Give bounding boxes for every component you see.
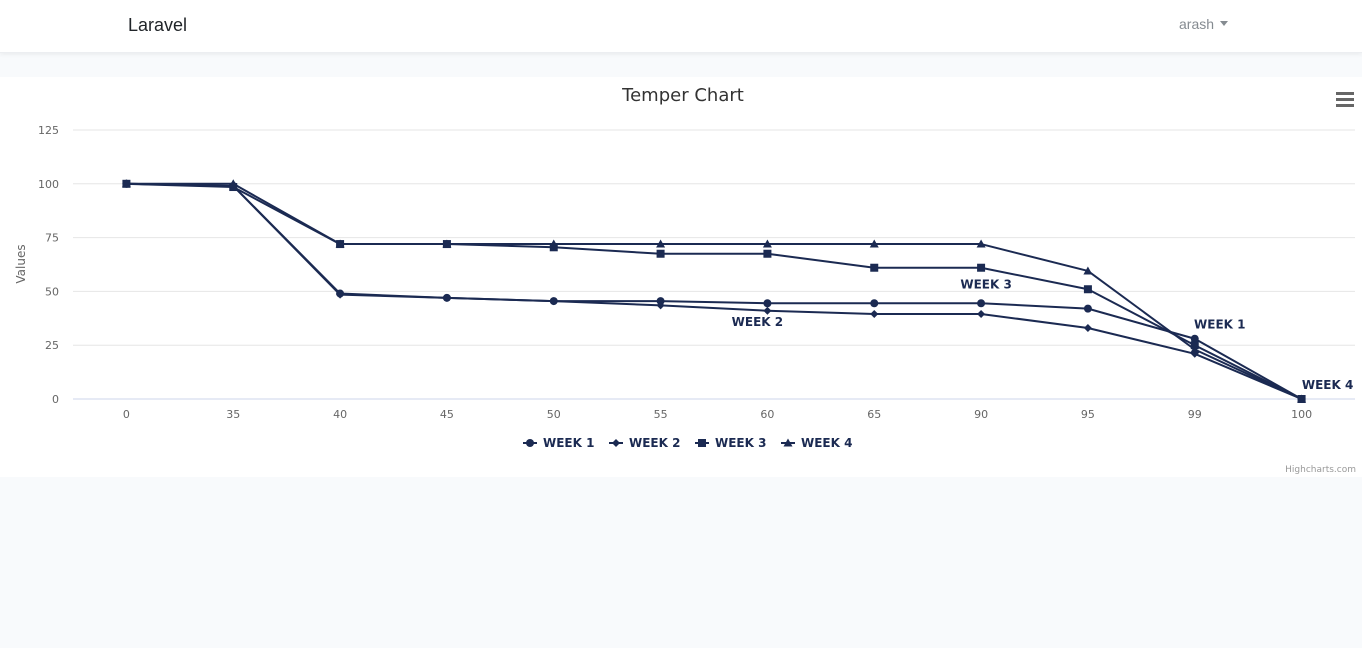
data-point xyxy=(1083,323,1092,332)
user-dropdown[interactable]: arash xyxy=(1179,16,1229,32)
legend-item-week-3[interactable]: WEEK 3 xyxy=(695,436,766,450)
data-point xyxy=(549,297,558,306)
y-tick-label: 100 xyxy=(38,178,59,191)
data-point xyxy=(1190,334,1199,343)
data-point xyxy=(763,306,772,315)
navbar: Laravel arash xyxy=(0,0,1362,53)
data-point xyxy=(549,239,559,248)
user-name: arash xyxy=(1179,16,1215,32)
series-annotation-label: WEEK 3 xyxy=(960,278,1011,292)
data-point xyxy=(762,239,772,248)
data-point xyxy=(977,309,986,318)
data-point xyxy=(228,179,238,188)
y-tick-label: 125 xyxy=(38,124,59,137)
legend-label: WEEK 2 xyxy=(629,436,680,450)
legend-label: WEEK 3 xyxy=(715,436,766,450)
data-point xyxy=(977,299,986,308)
x-tick-label: 50 xyxy=(547,408,561,421)
data-point xyxy=(442,239,452,248)
chart-menu-icon[interactable] xyxy=(1334,90,1356,108)
x-tick-label: 40 xyxy=(333,408,347,421)
x-tick-label: 100 xyxy=(1291,408,1312,421)
legend-marker-icon xyxy=(526,439,534,447)
data-point xyxy=(442,293,451,302)
data-point xyxy=(1083,285,1092,294)
chart-container: Temper Chart 0 35 40 45 50 55 60 65 90 95 99 100 0 2… xyxy=(0,77,1362,477)
data-point xyxy=(336,290,345,299)
data-point xyxy=(1083,266,1093,275)
data-point xyxy=(870,299,879,308)
data-point xyxy=(977,263,986,272)
y-tick-label: 75 xyxy=(45,232,59,245)
chevron-down-icon xyxy=(1220,21,1229,26)
data-point xyxy=(656,301,665,310)
data-point xyxy=(870,309,879,318)
legend-marker-icon xyxy=(698,439,706,447)
x-tick-label: 0 xyxy=(123,408,130,421)
data-point xyxy=(1190,345,1200,354)
legend-item-week-1[interactable]: WEEK 1 xyxy=(523,436,594,450)
x-tick-label: 65 xyxy=(867,408,881,421)
legend-item-week-4[interactable]: WEEK 4 xyxy=(781,436,852,450)
data-point xyxy=(976,239,986,248)
data-point xyxy=(763,249,772,258)
y-tick-label: 50 xyxy=(45,285,59,298)
data-point xyxy=(870,263,879,272)
brand-link[interactable]: Laravel xyxy=(128,15,188,35)
legend-marker-icon xyxy=(783,438,793,447)
y-axis-title: Values xyxy=(14,244,28,283)
x-tick-label: 55 xyxy=(654,408,668,421)
data-point xyxy=(656,249,665,258)
y-tick-label: 25 xyxy=(45,339,59,352)
data-point xyxy=(1297,394,1307,403)
x-tick-label: 95 xyxy=(1081,408,1095,421)
line-chart: Temper Chart 0 35 40 45 50 55 60 65 90 95 99 100 0 2… xyxy=(14,85,1356,475)
x-tick-label: 90 xyxy=(974,408,988,421)
data-point xyxy=(656,297,665,306)
x-tick-label: 60 xyxy=(760,408,774,421)
legend-label: WEEK 4 xyxy=(801,436,852,450)
data-point xyxy=(1083,304,1092,313)
y-tick-label: 0 xyxy=(52,393,59,406)
series-annotation-label: WEEK 4 xyxy=(1302,378,1353,392)
legend-item-week-2[interactable]: WEEK 2 xyxy=(609,436,680,450)
series-annotation-label: WEEK 2 xyxy=(732,315,783,329)
data-point xyxy=(121,179,131,188)
x-tick-label: 45 xyxy=(440,408,454,421)
data-point xyxy=(656,239,666,248)
series-annotation-label: WEEK 1 xyxy=(1194,318,1245,332)
series-line-week-2 xyxy=(126,182,1302,400)
data-point xyxy=(869,239,879,248)
credits-link[interactable]: Highcharts.com xyxy=(1285,465,1356,475)
legend-label: WEEK 1 xyxy=(543,436,594,450)
data-point xyxy=(763,299,772,308)
legend-marker-icon xyxy=(612,439,620,447)
x-tick-label: 99 xyxy=(1188,408,1202,421)
chart-title: Temper Chart xyxy=(621,85,744,106)
x-tick-label: 35 xyxy=(226,408,240,421)
series-line-week-4 xyxy=(126,182,1303,400)
data-point xyxy=(335,239,345,248)
